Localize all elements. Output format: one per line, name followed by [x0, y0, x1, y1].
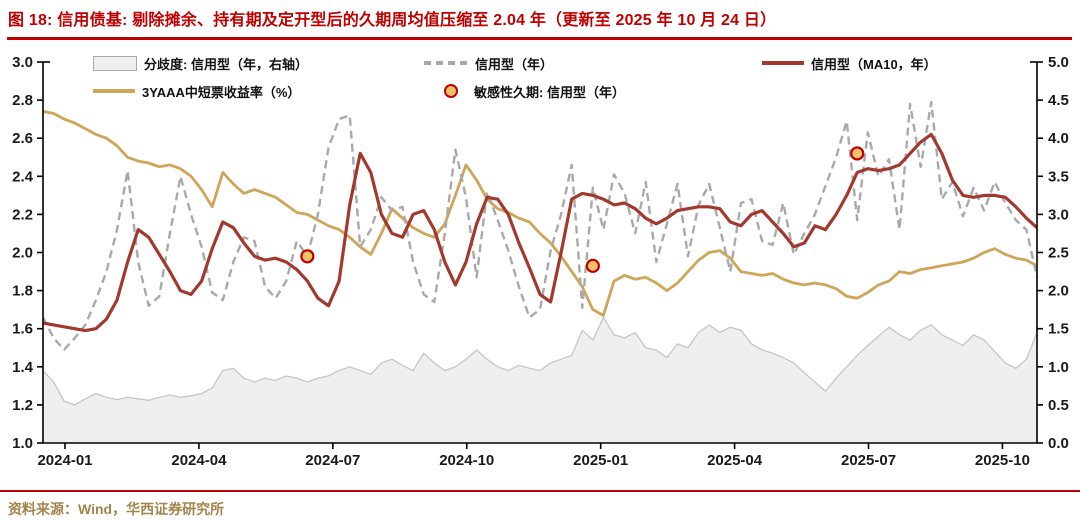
right-axis-tick-label: 1.5: [1048, 321, 1069, 338]
right-axis-tick-label: 0.5: [1048, 397, 1069, 414]
sensitive-duration-dot: [300, 249, 315, 264]
legend-label: 敏感性久期: 信用型（年）: [474, 84, 625, 100]
left-axis-tick-label: 1.0: [12, 435, 33, 452]
legend-item-divergence: 分歧度: 信用型（年，右轴）: [93, 54, 308, 72]
x-axis-tick-label: 2025-01: [573, 452, 628, 469]
legend-item-yield: 3YAAA中短票收益率（%）: [93, 82, 300, 100]
series-weekly-duration-dashed-line: [41, 100, 1039, 351]
left-axis-tick-label: 2.4: [12, 168, 34, 185]
footer-divider: [0, 490, 1080, 492]
left-axis-tick-label: 3.0: [12, 54, 33, 71]
dashed-line-swatch-icon: [424, 61, 468, 65]
left-axis-tick-label: 2.6: [12, 130, 33, 147]
x-axis-tick-label: 2025-04: [707, 452, 763, 469]
legend-label: 信用型（MA10，年）: [811, 56, 937, 72]
x-axis-tick-label: 2025-07: [841, 452, 896, 469]
right-axis-tick-label: 2.5: [1048, 245, 1069, 262]
x-axis-tick-label: 2025-10: [975, 452, 1030, 469]
figure-title: 图 18: 信用债基: 剔除摊余、持有期及定开型后的久期周均值压缩至 2.04 …: [8, 12, 777, 29]
right-axis-tick-label: 1.0: [1048, 359, 1069, 376]
series-ma10-duration-line: [42, 132, 1039, 333]
left-axis-tick-label: 2.8: [12, 92, 33, 109]
left-axis-tick-label: 1.4: [12, 359, 34, 376]
right-axis-tick-label: 4.0: [1048, 130, 1069, 147]
right-axis-tick-label: 4.5: [1048, 92, 1069, 109]
legend-item-ma10: 信用型（MA10，年）: [762, 54, 937, 72]
legend-label: 3YAAA中短票收益率（%）: [142, 84, 301, 100]
legend-label: 信用型（年）: [475, 56, 554, 72]
left-axis-tick-label: 1.2: [12, 397, 33, 414]
red-line-swatch-icon: [762, 61, 804, 65]
series-3yaaa-yield-line: [42, 110, 1038, 317]
series-divergence-area: [43, 317, 1037, 443]
sensitive-duration-dot: [585, 258, 600, 273]
left-axis-tick-label: 1.6: [12, 321, 33, 338]
area-swatch-icon: [93, 55, 137, 71]
legend-item-sensitive-duration: 敏感性久期: 信用型（年）: [430, 82, 625, 100]
x-axis-tick-label: 2024-07: [305, 452, 360, 469]
legend-item-weekly: 信用型（年）: [424, 54, 553, 72]
right-axis-tick-label: 5.0: [1048, 54, 1069, 71]
source-note: 资料来源：Wind，华西证券研究所: [8, 501, 225, 517]
left-axis-tick-label: 2.2: [12, 206, 33, 223]
orange-dot-swatch-icon: [444, 84, 458, 98]
sensitive-duration-dot: [850, 146, 865, 161]
series-divergence-area-edge: [42, 315, 1038, 406]
legend-label: 分歧度: 信用型（年，右轴）: [144, 56, 308, 72]
right-axis-tick-label: 3.5: [1048, 168, 1069, 185]
left-axis-tick-label: 1.8: [12, 283, 33, 300]
right-axis-tick-label: 0.0: [1048, 435, 1069, 452]
x-axis-tick-label: 2024-01: [37, 452, 92, 469]
title-divider: [7, 37, 1072, 40]
x-axis-tick-label: 2024-04: [171, 452, 227, 469]
gold-line-swatch-icon: [93, 89, 135, 93]
left-axis-tick-label: 2.0: [12, 245, 33, 262]
right-axis-tick-label: 3.0: [1048, 206, 1069, 223]
right-axis-tick-label: 2.0: [1048, 283, 1069, 300]
x-axis-tick-label: 2024-10: [439, 452, 494, 469]
